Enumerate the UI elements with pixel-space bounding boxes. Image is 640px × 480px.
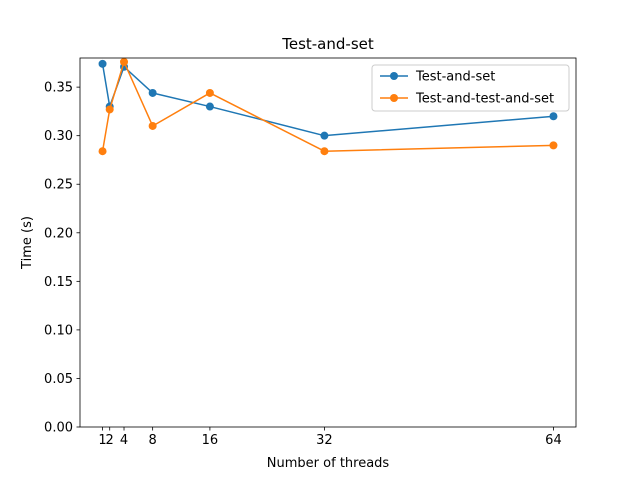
legend: Test-and-set Test-and-test-and-set xyxy=(371,64,570,112)
x-tick-label: 8 xyxy=(149,433,157,448)
x-tick-label: 1 xyxy=(98,433,106,448)
tick-layer: 12 4 8 16 32 64 0.00 0.05 0.10 0.15 0.20 0.25 0.30 0.… xyxy=(44,81,562,448)
chart-title: Test-and-set xyxy=(281,35,374,53)
series-2-point xyxy=(205,88,214,97)
y-tick-label: 0.15 xyxy=(44,275,73,290)
series-1-point xyxy=(205,102,214,111)
x-tick-label: 64 xyxy=(545,433,562,448)
plot-frame xyxy=(79,57,577,428)
y-tick-label: 0.00 xyxy=(44,421,73,436)
series-1-point xyxy=(549,112,558,121)
x-tick-label: 4 xyxy=(120,433,128,448)
series-2-point xyxy=(120,57,129,66)
series-1-point xyxy=(98,59,107,68)
legend-label-1: Test-and-set xyxy=(415,70,495,85)
y-axis-label: Time (s) xyxy=(20,216,35,270)
y-tick-label: 0.20 xyxy=(44,226,73,241)
x-tick-label: 32 xyxy=(316,433,333,448)
y-tick-label: 0.35 xyxy=(44,81,73,96)
legend-marker-1 xyxy=(390,72,398,80)
series-2-point xyxy=(549,141,558,150)
plot-area xyxy=(80,58,576,427)
y-tick-label: 0.30 xyxy=(44,129,73,144)
x-tick-label: 2 xyxy=(106,433,114,448)
x-tick-label: 16 xyxy=(202,433,219,448)
y-tick-label: 0.10 xyxy=(44,323,73,338)
series-2-point xyxy=(105,105,114,114)
x-axis-label: Number of threads xyxy=(267,456,390,471)
series-2-point xyxy=(320,147,329,156)
legend-label-2: Test-and-test-and-set xyxy=(415,92,554,107)
series-1-point xyxy=(320,131,329,140)
series-2-point xyxy=(98,147,107,156)
series-2-point xyxy=(148,121,157,130)
legend-marker-2 xyxy=(390,94,398,102)
axes-layer xyxy=(79,57,577,428)
y-tick-label: 0.25 xyxy=(44,178,73,193)
legend-box xyxy=(371,64,570,112)
series-layer xyxy=(98,57,558,156)
series-1-point xyxy=(148,88,157,97)
y-tick-label: 0.05 xyxy=(44,372,73,387)
